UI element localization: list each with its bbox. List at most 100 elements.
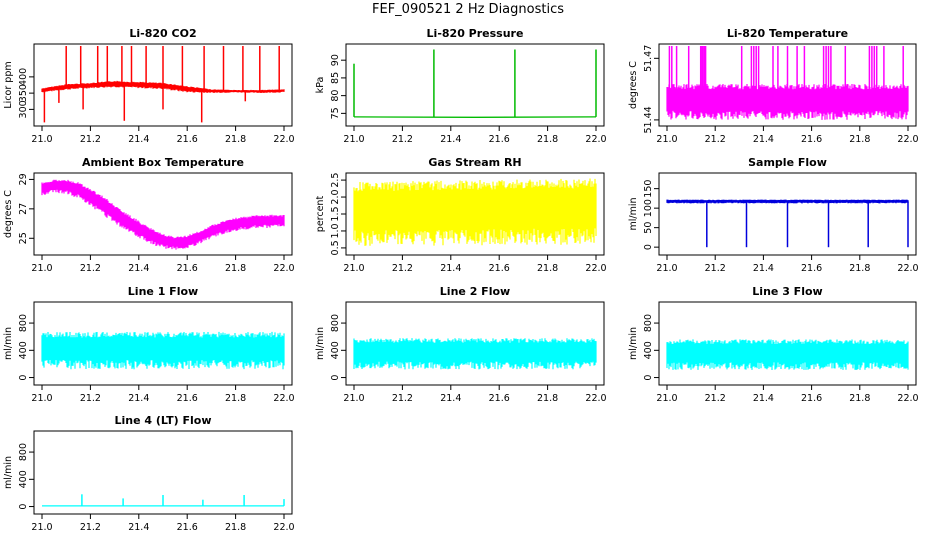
series-core (42, 183, 284, 247)
plot-frame (33, 172, 293, 256)
x-tick-label: 21.6 (177, 263, 198, 274)
y-tick-label: 400 (18, 470, 29, 488)
x-tick-label: 22.0 (897, 393, 918, 404)
series-core (667, 94, 908, 110)
x-tick-label: 21.8 (849, 393, 870, 404)
plot-frame (345, 43, 605, 127)
panel-1: Li-820 CO2 21.0 21.2 21.4 21.6 21.8 22.0 300350… (3, 27, 295, 145)
x-tick-label: 21.4 (128, 393, 149, 404)
plot-frame (345, 301, 605, 386)
y-axis-label: ml/min (3, 327, 14, 360)
panel-3: Li-820 Temperature 21.0 21.2 21.4 21.6 21.8 22… (628, 27, 919, 145)
y-tick-label: 1.5 (330, 206, 341, 221)
x-tick-label: 21.6 (489, 134, 510, 145)
y-tick-label: 2.0 (330, 189, 341, 204)
x-tick-label: 21.2 (392, 263, 413, 274)
x-tick-label: 21.4 (440, 134, 461, 145)
panel-9: Line 3 Flow 21.0 21.2 21.4 21.6 21.8 22.0 0 400 8… (628, 285, 919, 404)
x-tick-label: 21.4 (753, 263, 774, 274)
x-tick-label: 21.2 (80, 393, 101, 404)
y-tick-label: 80 (330, 90, 341, 102)
y-tick-label: 25 (18, 232, 29, 244)
panel-title: Ambient Box Temperature (82, 156, 244, 169)
x-tick-label: 21.2 (80, 134, 101, 145)
y-tick-label: 1.0 (330, 223, 341, 238)
x-tick-label: 21.4 (128, 263, 149, 274)
x-tick-label: 22.0 (273, 522, 294, 533)
x-tick-label: 21.4 (128, 134, 149, 145)
x-tick-label: 22.0 (585, 134, 606, 145)
panel-8: Line 2 Flow 21.0 21.2 21.4 21.6 21.8 22.0 0 400 8… (315, 285, 607, 404)
x-tick-label: 21.6 (489, 393, 510, 404)
y-axis-label: ml/min (628, 327, 639, 360)
y-tick-label: 400 (330, 341, 341, 359)
x-tick-label: 21.8 (537, 263, 558, 274)
panel-2: Li-820 Pressure 21.0 21.2 21.4 21.6 21.8 22.0 7… (315, 27, 607, 145)
y-axis-label: degrees C (3, 190, 14, 238)
x-tick-label: 21.6 (801, 393, 822, 404)
x-tick-label: 21.0 (656, 263, 677, 274)
x-tick-label: 21.0 (343, 263, 364, 274)
y-tick-label: 800 (643, 314, 654, 332)
x-tick-label: 21.4 (440, 393, 461, 404)
panel-title: Line 3 Flow (752, 285, 822, 298)
y-tick-label: 90 (330, 54, 341, 66)
series-core (42, 343, 284, 359)
x-tick-label: 22.0 (273, 393, 294, 404)
x-tick-label: 21.8 (537, 134, 558, 145)
x-tick-label: 21.8 (225, 522, 246, 533)
y-tick-label: 400 (643, 341, 654, 359)
x-tick-label: 21.4 (753, 393, 774, 404)
y-tick-label: 350 (18, 84, 29, 102)
y-tick-label: 2.5 (330, 173, 341, 188)
y-tick-label: 85 (330, 72, 341, 84)
y-tick-label: 800 (18, 314, 29, 332)
panel-title: Line 2 Flow (440, 285, 510, 298)
y-tick-label: 800 (18, 443, 29, 461)
y-tick-label: 29 (18, 173, 29, 185)
x-tick-label: 21.6 (177, 393, 198, 404)
x-tick-label: 21.6 (489, 263, 510, 274)
y-tick-label: 0 (330, 375, 341, 381)
panel-title: Line 4 (LT) Flow (115, 414, 212, 427)
x-tick-label: 21.4 (128, 522, 149, 533)
y-axis-label: degrees C (628, 61, 639, 109)
x-tick-label: 21.0 (31, 263, 52, 274)
y-tick-label: 51.44 (643, 106, 654, 133)
x-tick-label: 21.0 (656, 393, 677, 404)
y-axis-label: percent (315, 196, 326, 233)
series-core (354, 198, 596, 227)
panel-title: Li-820 CO2 (129, 27, 196, 40)
figure-title: FEF_090521 2 Hz Diagnostics (372, 2, 564, 17)
x-tick-label: 21.6 (177, 134, 198, 145)
x-tick-label: 21.6 (177, 522, 198, 533)
y-axis-label: ml/min (315, 327, 326, 360)
y-axis-label: Licor ppm (3, 61, 14, 108)
y-tick-label: 0.5 (330, 240, 341, 255)
x-tick-label: 21.0 (656, 134, 677, 145)
x-tick-label: 21.8 (849, 134, 870, 145)
y-tick-label: 51.47 (643, 45, 654, 72)
x-tick-label: 21.0 (31, 134, 52, 145)
plot-frame (33, 430, 293, 515)
y-tick-label: 50 (643, 222, 654, 234)
y-tick-label: 27 (18, 203, 29, 215)
x-tick-label: 21.2 (80, 522, 101, 533)
y-tick-label: 75 (330, 107, 341, 119)
x-tick-label: 21.2 (392, 393, 413, 404)
x-tick-label: 22.0 (273, 263, 294, 274)
x-tick-label: 21.8 (537, 393, 558, 404)
x-tick-label: 21.2 (392, 134, 413, 145)
y-axis-label: ml/min (628, 197, 639, 230)
x-tick-label: 21.6 (801, 263, 822, 274)
x-tick-label: 21.0 (343, 393, 364, 404)
y-tick-label: 0 (643, 375, 654, 381)
panel-7: Line 1 Flow 21.0 21.2 21.4 21.6 21.8 22.0 0 400 8… (3, 285, 295, 404)
x-tick-label: 21.4 (753, 134, 774, 145)
panel-title: Li-820 Temperature (727, 27, 848, 40)
x-tick-label: 22.0 (273, 134, 294, 145)
series-core (354, 347, 596, 360)
panel-4: Ambient Box Temperature 21.0 21.2 21.4 21.6 2… (3, 156, 295, 274)
panel-title: Li-820 Pressure (427, 27, 524, 40)
series-core (667, 348, 908, 361)
